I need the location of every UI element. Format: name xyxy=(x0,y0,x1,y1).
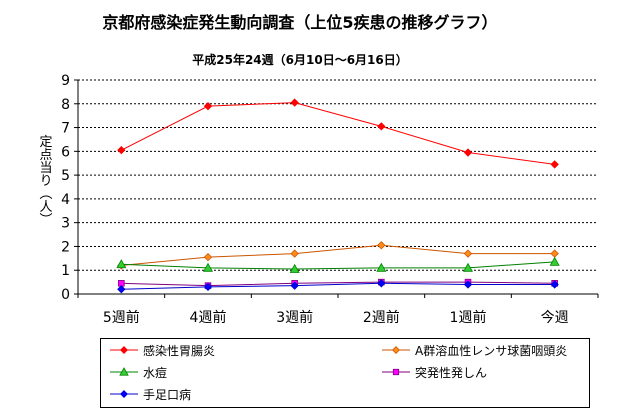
legend-label: 感染性胃腸炎 xyxy=(143,343,216,358)
y-tick-label: 2 xyxy=(61,239,70,255)
data-point xyxy=(290,98,299,107)
data-point xyxy=(203,262,213,272)
x-tick-label: 3週前 xyxy=(276,309,313,326)
data-point xyxy=(392,368,400,376)
series xyxy=(117,279,559,294)
y-tick-label: 9 xyxy=(61,73,70,89)
data-point xyxy=(392,346,400,354)
data-point xyxy=(290,249,299,258)
legend-label: 手足口病 xyxy=(143,387,192,402)
legend-item: 手足口病 xyxy=(109,385,191,403)
y-tick-label: 6 xyxy=(61,144,70,160)
data-point xyxy=(120,346,128,354)
data-point xyxy=(463,249,473,258)
legend-label: A群溶血性レンサ球菌咽頭炎 xyxy=(415,343,568,358)
y-tick-label: 3 xyxy=(61,216,70,232)
data-point xyxy=(550,249,559,258)
legend-swatch xyxy=(382,346,410,354)
chart-subtitle: 平成25年24週（6月10日～6月16日） xyxy=(192,52,408,67)
data-point xyxy=(116,259,127,269)
data-point xyxy=(290,281,299,290)
data-point xyxy=(117,145,126,155)
series xyxy=(117,241,559,270)
legend-swatch xyxy=(110,390,138,398)
series xyxy=(117,98,559,169)
data-point xyxy=(289,263,300,273)
data-point xyxy=(120,390,128,398)
legend-item: 感染性胃腸炎 xyxy=(109,341,215,359)
x-tick-label: 4週前 xyxy=(190,309,227,326)
data-point xyxy=(463,280,473,289)
series-line xyxy=(121,102,555,165)
series xyxy=(116,256,560,273)
legend-swatch xyxy=(110,367,138,376)
series-line xyxy=(121,244,555,266)
y-tick-label: 1 xyxy=(61,263,70,279)
y-tick-label: 4 xyxy=(61,192,70,208)
legend-swatch xyxy=(382,368,410,376)
series-line xyxy=(121,282,555,290)
axes xyxy=(74,79,599,298)
data-point xyxy=(550,160,559,169)
y-tick-label: 0 xyxy=(61,287,70,303)
data-point xyxy=(377,122,386,131)
data-point xyxy=(377,241,386,250)
legend-item: 突発性発しん xyxy=(381,363,487,381)
legend-label: 水痘 xyxy=(143,365,168,380)
y-tick-labels: 0 1 2 3 4 5 6 7 8 9 xyxy=(61,73,70,303)
y-tick-label: 7 xyxy=(61,121,70,137)
data-point xyxy=(377,279,386,288)
legend-swatch xyxy=(110,346,138,354)
legend-label: 突発性発しん xyxy=(415,365,488,380)
data-point xyxy=(549,256,560,266)
gridlines xyxy=(78,79,598,271)
y-tick-label: 8 xyxy=(61,97,70,113)
data-point xyxy=(463,262,473,272)
data-point xyxy=(550,280,559,289)
data-point xyxy=(203,101,213,111)
series-line xyxy=(121,261,555,270)
chart-title: 京都府感染症発生動向調査（上位5疾患の推移グラフ） xyxy=(102,13,497,32)
x-tick-label: 2週前 xyxy=(363,309,400,326)
data-point xyxy=(463,148,473,157)
x-tick-label: 5週前 xyxy=(103,309,140,326)
data-point xyxy=(376,262,387,272)
data-point xyxy=(203,282,213,292)
y-tick-label: 5 xyxy=(61,168,70,184)
x-tick-labels: 5週前 4週前 3週前 2週前 1週前 今週 xyxy=(103,309,569,326)
legend-item: A群溶血性レンサ球菌咽頭炎 xyxy=(381,341,567,359)
data-point xyxy=(117,285,126,294)
x-tick-label: 1週前 xyxy=(450,309,487,326)
y-axis-label: 定点当り（人） xyxy=(37,135,53,226)
series-lines xyxy=(116,98,560,294)
data-point xyxy=(203,252,213,262)
x-tick-label: 今週 xyxy=(541,310,569,326)
series-line xyxy=(121,281,555,287)
legend-item: 水痘 xyxy=(109,363,167,381)
legend: 感染性胃腸炎 A群溶血性レンサ球菌咽頭炎水痘 突発性発しん手足口病 xyxy=(100,338,590,408)
data-point xyxy=(119,367,129,376)
